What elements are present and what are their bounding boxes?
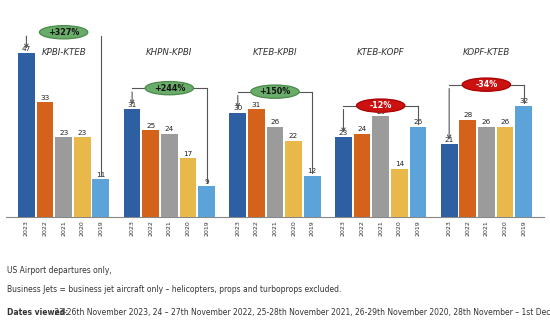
Bar — [37, 102, 53, 217]
Bar — [124, 109, 140, 217]
Text: +244%: +244% — [153, 84, 185, 93]
Text: 29: 29 — [376, 109, 386, 115]
Bar — [515, 106, 532, 217]
Text: +150%: +150% — [260, 87, 290, 96]
Text: Dates viewed:: Dates viewed: — [7, 308, 68, 317]
Text: 2023: 2023 — [235, 220, 240, 236]
Text: 2021: 2021 — [61, 220, 66, 236]
Text: 12: 12 — [307, 168, 317, 174]
Text: 2021: 2021 — [167, 220, 172, 236]
Bar — [142, 130, 159, 217]
Bar — [92, 179, 109, 217]
Text: 2022: 2022 — [254, 220, 259, 236]
Text: -12%: -12% — [370, 101, 392, 110]
Text: KPBI-KTEB: KPBI-KTEB — [41, 48, 86, 57]
Text: 2022: 2022 — [42, 220, 47, 236]
Text: 32: 32 — [519, 98, 528, 104]
Ellipse shape — [462, 78, 510, 91]
Bar — [391, 168, 408, 217]
Text: 2019: 2019 — [415, 220, 420, 236]
Bar — [372, 116, 389, 217]
Text: 2023: 2023 — [130, 220, 135, 236]
Text: 2019: 2019 — [98, 220, 103, 236]
Text: 2020: 2020 — [503, 220, 508, 236]
Ellipse shape — [40, 26, 88, 39]
Text: -34%: -34% — [475, 80, 498, 89]
Text: 21: 21 — [444, 136, 454, 143]
Text: 25: 25 — [146, 123, 155, 129]
Bar — [354, 134, 371, 217]
Text: 2019: 2019 — [204, 220, 209, 236]
Text: 14: 14 — [395, 161, 404, 167]
Text: 31: 31 — [252, 102, 261, 108]
Text: 2019: 2019 — [310, 220, 315, 236]
Ellipse shape — [145, 82, 194, 95]
Bar — [478, 127, 495, 217]
Ellipse shape — [356, 99, 405, 112]
Bar — [18, 53, 35, 217]
Text: 2021: 2021 — [378, 220, 383, 236]
Text: 2023: 2023 — [24, 220, 29, 236]
Text: 26: 26 — [482, 119, 491, 125]
Bar — [441, 144, 458, 217]
Text: 2022: 2022 — [465, 220, 470, 236]
Bar — [304, 176, 321, 217]
Text: 2022: 2022 — [148, 220, 153, 236]
Bar — [267, 127, 283, 217]
Bar — [74, 137, 91, 217]
Text: 26: 26 — [500, 119, 510, 125]
Text: +327%: +327% — [48, 28, 79, 37]
Text: 28: 28 — [463, 112, 472, 118]
Text: 2021: 2021 — [272, 220, 278, 236]
Bar — [335, 137, 352, 217]
Text: 2021: 2021 — [484, 220, 489, 236]
Bar — [410, 127, 426, 217]
Text: Business Jets = business jet aircraft only – helicopters, props and turboprops e: Business Jets = business jet aircraft on… — [7, 285, 341, 294]
Text: 23-26th November 2023, 24 – 27th November 2022, 25-28th November 2021, 26-29th N: 23-26th November 2023, 24 – 27th Novembe… — [52, 308, 550, 317]
Bar — [459, 120, 476, 217]
Bar — [55, 137, 72, 217]
Text: KTEB-KPBI: KTEB-KPBI — [253, 48, 297, 57]
Text: 31: 31 — [128, 102, 137, 108]
Bar — [285, 140, 302, 217]
Text: 2022: 2022 — [360, 220, 365, 236]
Text: US Airport departures only,: US Airport departures only, — [7, 266, 111, 275]
Text: 24: 24 — [358, 126, 367, 132]
Text: KOPF-KTEB: KOPF-KTEB — [463, 48, 510, 57]
Bar — [179, 158, 196, 217]
Bar — [248, 109, 265, 217]
Text: 17: 17 — [183, 150, 192, 157]
Bar — [229, 113, 246, 217]
Bar — [497, 127, 513, 217]
Text: 26: 26 — [413, 119, 422, 125]
Text: 22: 22 — [289, 133, 298, 139]
Text: 23: 23 — [339, 130, 348, 136]
Ellipse shape — [251, 85, 299, 98]
Text: 2020: 2020 — [397, 220, 402, 236]
Text: 26: 26 — [271, 119, 279, 125]
Text: 11: 11 — [96, 172, 106, 177]
Text: 9: 9 — [204, 178, 209, 185]
Text: 30: 30 — [233, 105, 243, 111]
Text: 2020: 2020 — [185, 220, 190, 236]
Text: 47: 47 — [22, 46, 31, 52]
Text: KHPN-KPBI: KHPN-KPBI — [146, 48, 192, 57]
Text: 33: 33 — [40, 95, 50, 101]
Text: 2020: 2020 — [291, 220, 296, 236]
Bar — [161, 134, 178, 217]
Text: 2019: 2019 — [521, 220, 526, 236]
Text: KTEB-KOPF: KTEB-KOPF — [357, 48, 404, 57]
Text: 2023: 2023 — [341, 220, 346, 236]
Text: 23: 23 — [78, 130, 87, 136]
Text: 23: 23 — [59, 130, 68, 136]
Text: 24: 24 — [164, 126, 174, 132]
Text: 2020: 2020 — [80, 220, 85, 236]
Bar — [198, 186, 215, 217]
Text: 2023: 2023 — [447, 220, 452, 236]
